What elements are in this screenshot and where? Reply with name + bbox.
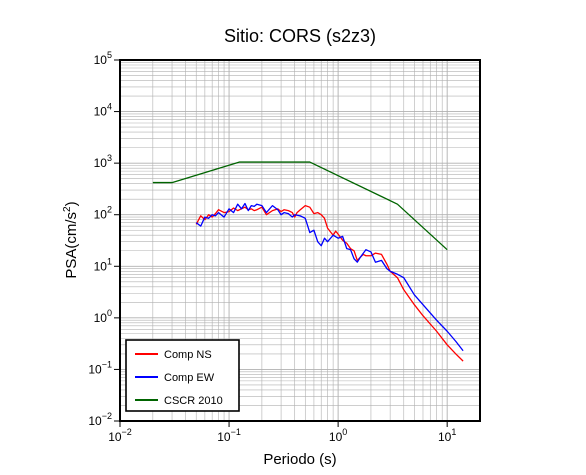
y-tick-label: 100 [94, 308, 112, 325]
x-tick-label: 10−2 [108, 427, 132, 444]
y-tick-label: 105 [94, 50, 112, 67]
chart-title: Sitio: CORS (s2z3) [224, 26, 376, 46]
y-tick-label: 104 [94, 102, 112, 119]
y-tick-label: 10−1 [88, 359, 112, 376]
x-tick-label: 100 [329, 427, 347, 444]
series-line-2 [195, 202, 464, 352]
legend-label-2: Comp EW [164, 372, 215, 384]
legend-label-1: Comp NS [164, 349, 212, 361]
plot-frame [119, 59, 481, 422]
legend: Comp NS Comp EW CSCR 2010 [125, 339, 240, 412]
grid [119, 59, 481, 422]
series-line-3 [152, 161, 448, 251]
y-axis-label-exponent: 2 [62, 206, 73, 212]
y-axis-label-close: ) [63, 201, 80, 206]
y-tick-label: 101 [94, 256, 112, 273]
x-tick-label: 10−1 [217, 427, 241, 444]
legend-entries: Comp NS Comp EW CSCR 2010 [135, 349, 223, 407]
series-line-1 [195, 204, 464, 362]
y-axis-label-base: PSA(cm/s [63, 212, 80, 279]
x-tick-label: 101 [438, 427, 456, 444]
y-tick-label: 103 [94, 153, 112, 170]
y-tick-label: 102 [94, 205, 112, 222]
legend-label-3: CSCR 2010 [164, 395, 223, 407]
y-axis-label: PSA(cm/s2) [62, 201, 80, 278]
tick-labels: 10−2 10−1 100 101 10−2 10−1 100 101 102 103 104 105 [88, 50, 456, 444]
series-layer [152, 161, 464, 362]
y-tick-label: 10−2 [88, 411, 112, 428]
x-axis-label: Periodo (s) [263, 451, 336, 468]
